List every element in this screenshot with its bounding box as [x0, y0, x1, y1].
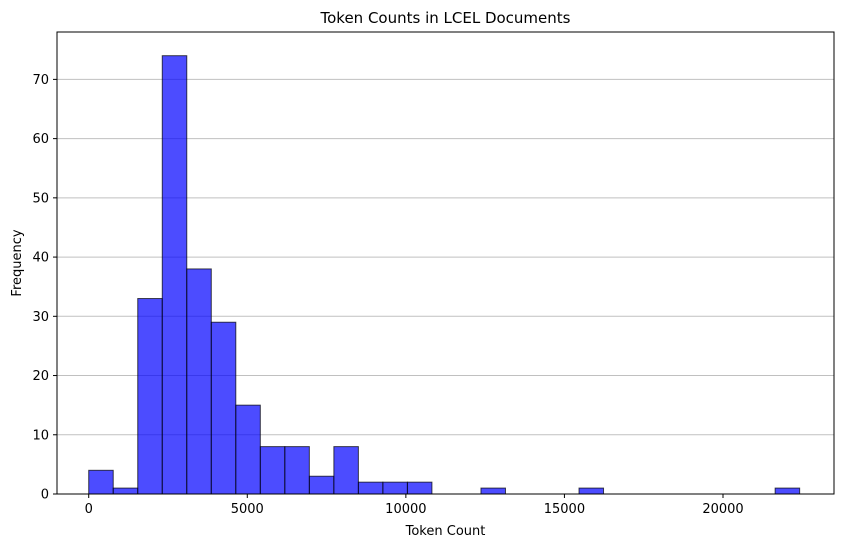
histogram-bar	[235, 404, 261, 495]
x-tick-label: 15000	[544, 502, 585, 517]
histogram-bar	[137, 298, 163, 495]
histogram-bar	[284, 446, 310, 495]
histogram-bar	[333, 446, 359, 495]
histogram-bar	[774, 487, 801, 495]
y-tick-label: 50	[32, 191, 49, 206]
y-axis-label: Frequency	[10, 229, 25, 296]
x-tick-label: 20000	[702, 502, 743, 517]
histogram-bar	[186, 268, 212, 495]
histogram-bar	[578, 487, 605, 495]
histogram-bar	[112, 487, 139, 495]
histogram-bar	[210, 321, 237, 495]
histogram-bar	[357, 481, 384, 495]
histogram-bar	[406, 481, 433, 495]
y-tick-label: 30	[32, 310, 49, 325]
y-axis-ticks: 0 10 20 30 40 50 60 70	[32, 73, 57, 503]
plot-frame	[56, 31, 835, 495]
histogram-bar	[480, 487, 506, 495]
x-tick-label: 10000	[385, 502, 426, 517]
y-tick-label: 20	[32, 369, 49, 384]
x-axis-ticks: 0 5000 10000 15000 20000	[85, 494, 744, 517]
histogram-bar	[308, 475, 335, 495]
y-tick-label: 10	[32, 428, 49, 443]
x-tick-label: 0	[85, 502, 93, 517]
histogram-bar	[382, 481, 408, 495]
y-tick-label: 70	[32, 73, 49, 88]
y-tick-label: 40	[32, 251, 49, 266]
x-tick-label: 5000	[231, 502, 264, 517]
y-tick-label: 60	[32, 132, 49, 147]
histogram-bar	[259, 446, 286, 495]
histogram-bars	[88, 55, 801, 495]
y-tick-label: 0	[41, 488, 49, 503]
chart-title: Token Counts in LCEL Documents	[320, 9, 571, 27]
histogram-bar	[161, 55, 188, 495]
x-axis-label: Token Count	[405, 524, 486, 539]
histogram-bar	[88, 469, 114, 495]
